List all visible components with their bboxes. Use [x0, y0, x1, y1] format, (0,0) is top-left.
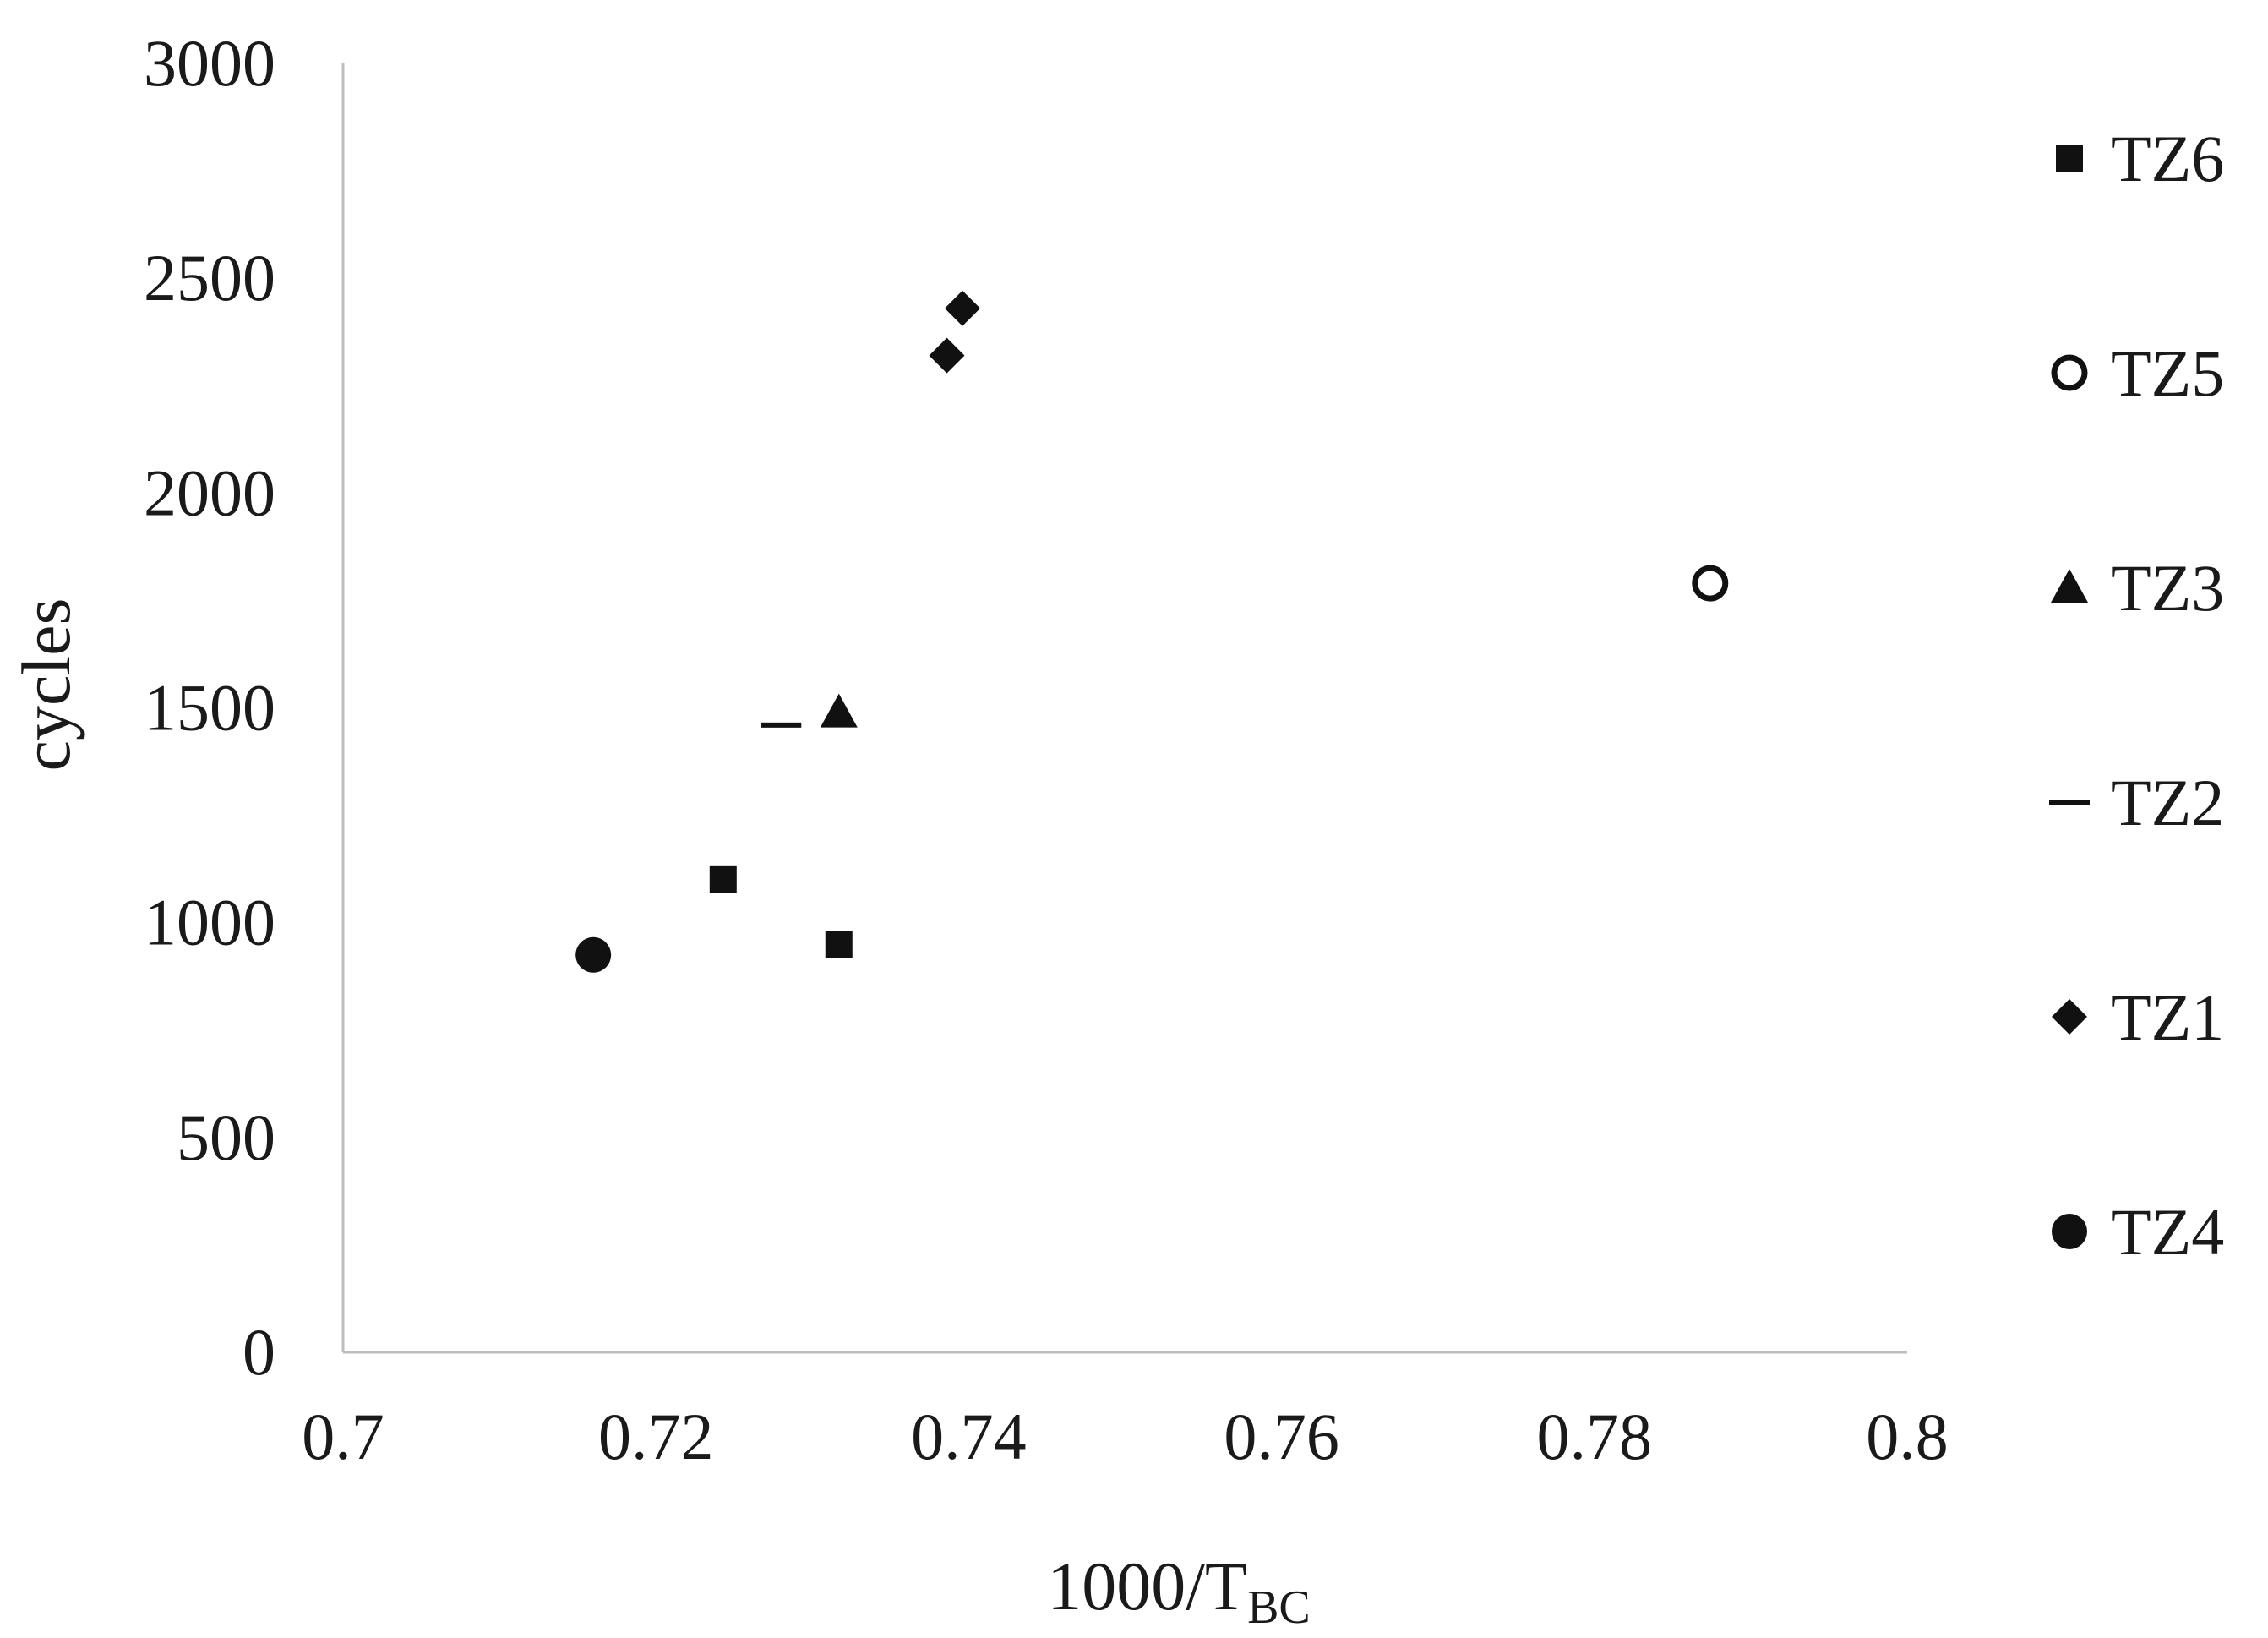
legend-marker-tz6 — [2056, 145, 2083, 172]
legend-item-tz2: TZ2 — [2049, 766, 2224, 839]
legend-item-tz1: TZ1 — [2052, 980, 2224, 1054]
x-axis-title: 1000/TBC — [1047, 1548, 1311, 1634]
legend-label: TZ4 — [2111, 1195, 2224, 1269]
legend-marker-tz5 — [2051, 354, 2088, 391]
legend-label: TZ3 — [2111, 551, 2224, 625]
legend-item-tz4: TZ4 — [2052, 1195, 2224, 1269]
legend-marker-tz1 — [2052, 999, 2087, 1035]
data-point-tz6 — [825, 931, 853, 958]
y-axis-title: cycles — [8, 598, 85, 772]
x-tick-label: 0.74 — [911, 1400, 1027, 1473]
legend-item-tz3: TZ3 — [2051, 551, 2224, 625]
x-tick-label: 0.72 — [598, 1400, 714, 1473]
data-point-tz4 — [575, 936, 612, 973]
legend-label: TZ2 — [2111, 766, 2224, 839]
x-tick-label: 0.8 — [1866, 1400, 1949, 1473]
y-tick-label: 2500 — [144, 241, 275, 314]
data-points — [575, 290, 1729, 973]
data-point-tz2 — [761, 722, 802, 728]
x-axis-title-main: 1000/T — [1047, 1548, 1247, 1624]
legend-item-tz6: TZ6 — [2056, 122, 2224, 195]
x-axis-title-subscript: BC — [1247, 1581, 1311, 1634]
x-tick-label: 0.78 — [1537, 1400, 1653, 1473]
data-point-tz5 — [1692, 565, 1729, 602]
y-tick-label: 2000 — [144, 456, 275, 529]
legend-label: TZ5 — [2111, 336, 2224, 410]
legend-marker-tz3 — [2051, 569, 2088, 603]
legend-item-tz5: TZ5 — [2051, 336, 2224, 410]
y-tick-label: 500 — [177, 1100, 275, 1174]
legend-label: TZ1 — [2111, 980, 2224, 1054]
y-tick-label: 0 — [243, 1315, 275, 1389]
y-tick-label: 1500 — [144, 671, 275, 745]
x-tick-label: 0.7 — [302, 1400, 384, 1473]
legend: TZ6 TZ5 TZ3 TZ2 TZ1 TZ4 — [2049, 122, 2224, 1269]
legend-marker-tz4 — [2052, 1214, 2087, 1249]
legend-marker-tz2 — [2049, 800, 2090, 805]
axes — [341, 63, 1907, 1354]
y-tick-label: 3000 — [144, 26, 275, 100]
x-tick-label: 0.76 — [1224, 1400, 1339, 1473]
y-tick-labels: 0 500 1000 1500 2000 2500 3000 — [144, 26, 275, 1389]
data-point-tz1 — [944, 290, 980, 326]
y-tick-label: 1000 — [144, 886, 275, 959]
x-tick-labels: 0.7 0.72 0.74 0.76 0.78 0.8 — [302, 1400, 1949, 1473]
data-point-tz3 — [820, 693, 858, 728]
data-point-tz1 — [929, 337, 965, 374]
legend-label: TZ6 — [2111, 122, 2224, 195]
data-point-tz6 — [709, 865, 737, 893]
